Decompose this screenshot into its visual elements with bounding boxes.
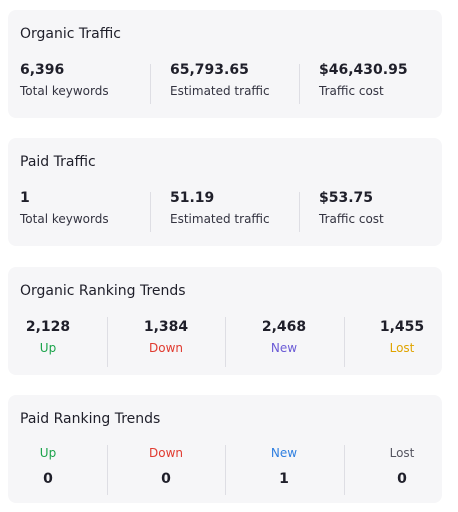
- paid-traffic-card: Paid Traffic 1 Total keywords 51.19 Esti…: [8, 138, 442, 246]
- divider: [299, 64, 300, 104]
- paid-trend-down-label: Down: [148, 446, 183, 460]
- paid-traffic-cost-value: $53.75: [319, 190, 374, 206]
- divider: [107, 317, 108, 367]
- organic-total-keywords-label: Total keywords: [20, 84, 109, 98]
- organic-traffic-title: Organic Traffic: [20, 26, 121, 42]
- organic-ranking-trends-card: Organic Ranking Trends 2,128 Up 1,384 Do…: [8, 267, 442, 375]
- divider: [299, 192, 300, 232]
- organic-trend-lost-label: Lost: [389, 341, 415, 355]
- divider: [107, 445, 108, 495]
- paid-ranking-trends-title: Paid Ranking Trends: [20, 411, 161, 427]
- divider: [225, 445, 226, 495]
- paid-trend-down-value: 0: [161, 471, 171, 487]
- paid-total-keywords-value: 1: [20, 190, 30, 206]
- divider: [344, 445, 345, 495]
- paid-estimated-traffic-label: Estimated traffic: [170, 212, 270, 226]
- organic-trend-up-label: Up: [39, 341, 57, 355]
- divider: [150, 192, 151, 232]
- paid-estimated-traffic-value: 51.19: [170, 190, 215, 206]
- organic-traffic-card: Organic Traffic 6,396 Total keywords 65,…: [8, 10, 442, 118]
- organic-estimated-traffic-value: 65,793.65: [170, 62, 249, 78]
- divider: [344, 317, 345, 367]
- organic-trend-down-label: Down: [148, 341, 183, 355]
- organic-ranking-trends-title: Organic Ranking Trends: [20, 283, 186, 299]
- organic-trend-new-label: New: [270, 341, 298, 355]
- organic-traffic-cost-label: Traffic cost: [319, 84, 384, 98]
- organic-traffic-cost-value: $46,430.95: [319, 62, 408, 78]
- divider: [225, 317, 226, 367]
- organic-trend-lost-value: 1,455: [379, 319, 425, 335]
- paid-trend-new-value: 1: [279, 471, 289, 487]
- paid-total-keywords-label: Total keywords: [20, 212, 109, 226]
- paid-trend-up-label: Up: [39, 446, 57, 460]
- paid-trend-lost-value: 0: [397, 471, 407, 487]
- paid-trend-up-value: 0: [43, 471, 53, 487]
- organic-trend-up-value: 2,128: [25, 319, 71, 335]
- organic-total-keywords-value: 6,396: [20, 62, 65, 78]
- divider: [150, 64, 151, 104]
- paid-traffic-cost-label: Traffic cost: [319, 212, 384, 226]
- organic-trend-new-value: 2,468: [261, 319, 307, 335]
- organic-estimated-traffic-label: Estimated traffic: [170, 84, 270, 98]
- paid-traffic-title: Paid Traffic: [20, 154, 96, 170]
- organic-trend-down-value: 1,384: [143, 319, 189, 335]
- paid-ranking-trends-card: Paid Ranking Trends Up 0 Down 0 New 1 Lo…: [8, 395, 442, 503]
- paid-trend-lost-label: Lost: [389, 446, 415, 460]
- paid-trend-new-label: New: [270, 446, 298, 460]
